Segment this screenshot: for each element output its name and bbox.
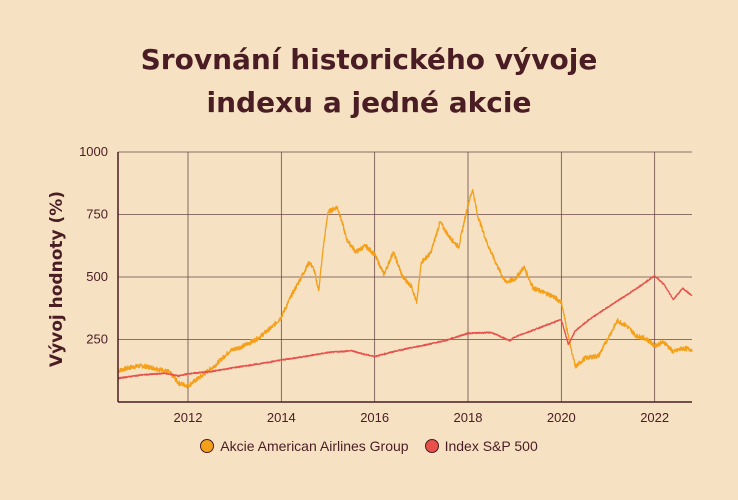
series-line-sp500: [117, 275, 693, 380]
y-tick-label-750: 750: [86, 207, 108, 222]
legend-item-airlines: Akcie American Airlines Group: [200, 438, 409, 454]
x-tick-label-2018: 2018: [454, 410, 483, 425]
x-tick-labels: 2012 2014 2016 2018 2020 2022: [174, 410, 670, 425]
x-tick-label-2012: 2012: [174, 410, 203, 425]
y-tick-label-250: 250: [86, 332, 108, 347]
y-tick-label-500: 500: [86, 269, 108, 284]
chart-title: Srovnání historického vývoje indexu a je…: [0, 38, 738, 124]
series-layer: [117, 188, 693, 389]
legend-swatch-airlines: [200, 439, 215, 453]
x-tick-label-2020: 2020: [547, 410, 576, 425]
legend-label-airlines: Akcie American Airlines Group: [220, 438, 409, 454]
legend-swatch-sp500: [424, 439, 439, 453]
grid-lines: [118, 151, 692, 402]
series-line-airlines: [117, 188, 693, 389]
legend: Akcie American Airlines Group Index S&P …: [0, 438, 738, 454]
y-tick-labels: 250 500 750 1000: [79, 144, 108, 347]
x-tick-label-2016: 2016: [360, 410, 389, 425]
y-tick-label-1000: 1000: [79, 144, 108, 159]
y-axis-label: Vývoj hodnoty (%): [47, 191, 67, 367]
x-tick-label-2014: 2014: [267, 410, 296, 425]
chart-title-line-1: Srovnání historického vývoje: [140, 43, 598, 76]
legend-label-sp500: Index S&P 500: [444, 438, 538, 454]
axes: [117, 152, 692, 403]
x-tick-label-2022: 2022: [640, 410, 669, 425]
legend-item-sp500: Index S&P 500: [424, 438, 538, 454]
chart-title-line-2: indexu a jedné akcie: [206, 86, 532, 119]
